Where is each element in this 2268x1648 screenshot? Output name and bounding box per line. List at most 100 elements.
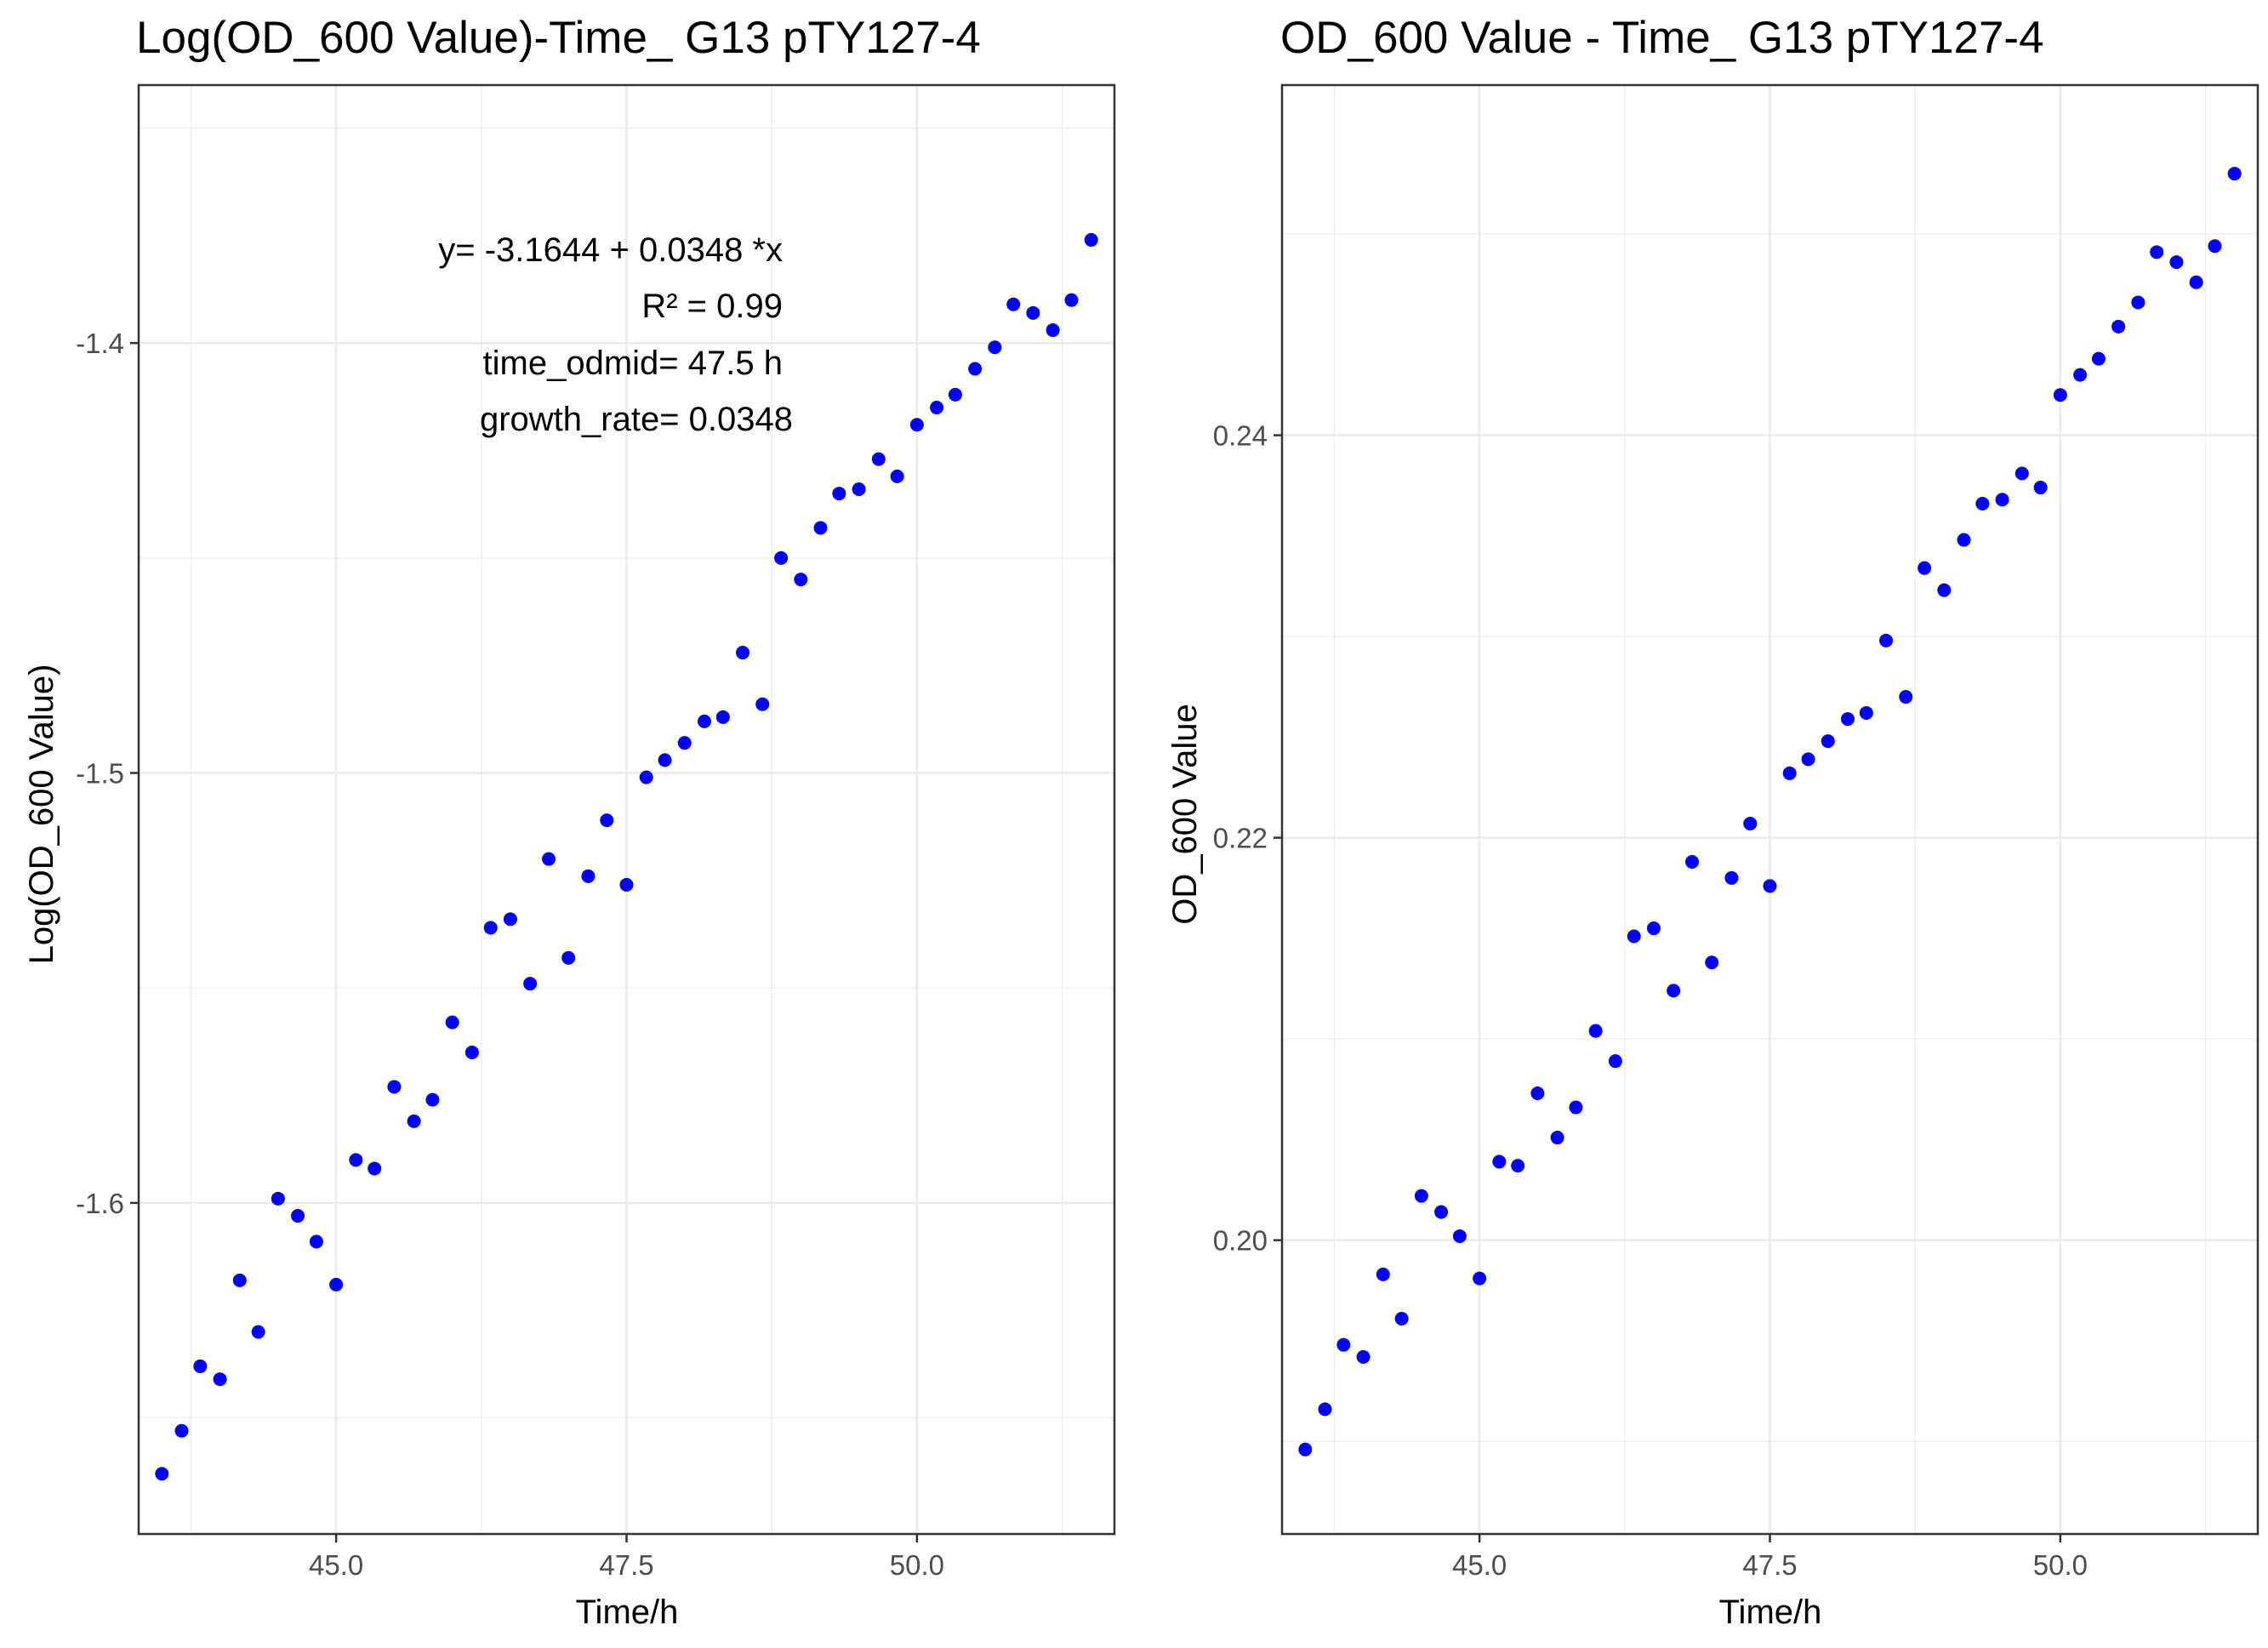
od-chart-data-point [2169,255,2184,270]
log-chart-data-point [291,1209,305,1223]
od-chart-data-point [1937,583,1952,597]
od-chart-data-point [1763,879,1777,893]
log-chart-data-point [503,912,517,927]
log-chart-data-point [813,521,828,535]
od-chart-data-point [1318,1402,1332,1417]
log-chart-data-point [832,487,846,501]
od-chart-data-point [1356,1349,1370,1364]
log-chart-y-axis: -1.6 -1.5 -1.4 [76,328,139,1219]
od-chart-data-point [1452,1229,1467,1243]
log-chart-data-point [871,452,886,466]
od-chart-points [1298,167,2242,1457]
od-chart-data-point [1782,766,1797,780]
od-chart-gridlines [1282,85,2258,1534]
fit-r-squared: R² = 0.99 [641,288,783,325]
log-chart-data-point [1006,297,1021,311]
log-chart-data-point [407,1114,421,1128]
log-chart-data-point [639,770,653,784]
od-chart-data-point [1336,1337,1351,1352]
od-chart-data-point [1957,533,1971,547]
od-chart-data-point [1975,496,1990,510]
fit-equation: y= -3.1644 + 0.0348 *x [438,231,783,269]
log-chart-data-point [736,646,750,660]
log-chart-data-point [909,418,924,432]
log-chart-data-point [445,1015,459,1029]
log-chart-data-point [890,469,904,483]
log-chart-x-tick-label: 45.0 [309,1549,363,1581]
od-chart-data-point [1588,1024,1603,1038]
time-odmid: time_odmid= 47.5 h [483,345,783,382]
od-panel: OD_600 Value - Time_ G13 pTY127-4 45.0 47… [1166,13,2259,1631]
log-chart-data-point [193,1359,208,1373]
od-chart-data-point [1394,1311,1409,1326]
od-chart-data-point [2091,351,2106,366]
log-chart-data-point [213,1372,227,1387]
log-chart-data-point [794,573,808,587]
log-chart-data-point [464,1046,479,1060]
od-chart-y-tick-label: 0.22 [1213,823,1268,854]
od-chart-data-point [1705,955,1719,970]
log-chart-data-point [677,736,692,750]
log-chart-data-point [968,362,983,376]
log-chart-data-point [349,1153,363,1167]
od-chart-data-point [1859,705,1873,720]
od-chart-data-point [1550,1131,1564,1145]
od-chart-data-point [1879,633,1894,647]
od-chart-data-point [1376,1267,1390,1281]
od-chart-x-tick-label: 47.5 [1742,1549,1797,1581]
od-chart-data-point [1995,493,2009,507]
log-chart-data-point [774,550,789,565]
log-chart-title: Log(OD_600 Value)-Time_ G13 pTY127-4 [136,13,981,63]
od-chart-data-point [2053,388,2067,402]
od-chart-x-label: Time/h [1719,1594,1822,1631]
log-chart-data-point [852,482,866,497]
od-chart-data-point [1608,1054,1622,1069]
od-chart-y-label: OD_600 Value [1166,704,1204,924]
log-chart-data-point [755,697,770,711]
od-chart-data-point [1511,1159,1525,1173]
log-od-panel: Log(OD_600 Value)-Time_ G13 pTY127-4 45.… [23,13,1116,1631]
od-chart-data-point [1685,854,1700,869]
od-chart-data-point [1473,1271,1487,1286]
od-chart-data-point [1801,752,1815,767]
log-chart-data-point [1084,232,1098,247]
log-chart-data-point [387,1080,402,1094]
log-chart-data-point [251,1325,265,1339]
od-chart-data-point [1530,1086,1545,1101]
od-chart-data-point [1569,1100,1583,1115]
od-chart-data-point [2189,275,2203,289]
log-chart-data-point [155,1467,169,1481]
log-chart-data-point [329,1277,344,1292]
od-chart-data-point [2150,245,2164,259]
od-chart-data-point [2111,319,2126,334]
log-chart-data-point [523,977,538,991]
od-chart-x-axis: 45.0 47.5 50.0 [1452,1534,2088,1581]
log-chart-data-point [425,1092,440,1107]
log-chart-data-point [715,710,730,724]
od-chart-data-point [1840,712,1855,727]
log-chart-data-point [948,387,962,402]
od-chart-data-point [1667,984,1681,998]
log-chart-y-tick-label: -1.4 [76,328,124,359]
log-chart-data-point [232,1273,247,1287]
log-chart-y-tick-label: -1.6 [76,1188,124,1219]
log-chart-data-point [930,401,944,415]
log-chart-data-point [1046,323,1060,338]
log-chart-data-point [542,852,556,866]
log-chart-data-point [619,877,634,892]
log-chart-data-point [174,1423,189,1438]
log-chart-x-tick-label: 47.5 [599,1549,653,1581]
log-chart-data-point [271,1191,285,1206]
od-chart-data-point [1492,1155,1507,1169]
fit-annotation: y= -3.1644 + 0.0348 *x R² = 0.99 time_od… [438,231,793,438]
od-chart-data-point [2227,167,2242,181]
od-chart-data-point [1627,929,1641,944]
od-chart-x-tick-label: 50.0 [2033,1549,2088,1581]
log-chart-x-label: Time/h [576,1594,679,1631]
log-chart-x-tick-label: 50.0 [890,1549,944,1581]
log-chart-gridlines [139,85,1114,1534]
growth-rate: growth_rate= 0.0348 [480,401,793,438]
od-chart-data-point [2073,368,2088,382]
log-chart-data-point [988,340,1002,355]
